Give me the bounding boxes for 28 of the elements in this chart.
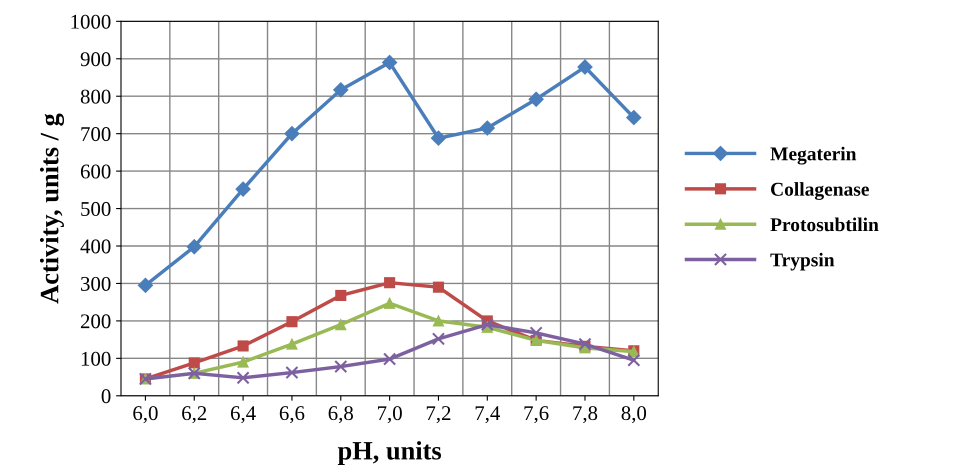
y-tick-label: 900 [80, 52, 110, 66]
y-tick-label: 700 [81, 127, 110, 142]
x-tick-label: 7,2 [426, 406, 450, 424]
x-tick-label: 6,0 [133, 406, 158, 424]
y-tick-label: 300 [81, 276, 110, 291]
y-tick-label: 1000 [71, 14, 110, 29]
y-tick-label: 500 [81, 202, 110, 216]
y-tick-label: 200 [80, 314, 110, 328]
y-tick-label: 100 [82, 352, 110, 366]
x-tick-label: 7,8 [573, 406, 598, 424]
x-tick-label: 6,4 [230, 406, 256, 424]
y-tick-label: 800 [80, 90, 110, 104]
legend-label: Trypsin [770, 252, 834, 270]
x-tick-label: 6,2 [182, 406, 206, 424]
x-tick-label: 7,4 [476, 406, 500, 424]
legend-label: Protosubtilin [770, 218, 879, 232]
x-tick-label: 7,0 [378, 406, 402, 424]
y-tick-label: 600 [80, 164, 110, 179]
y-tick-label: 400 [80, 239, 110, 254]
x-axis-title: pH, units [338, 441, 442, 466]
x-tick-label: 8,0 [622, 406, 646, 424]
legend-label: Megaterin [770, 146, 856, 165]
y-tick-label: 0 [102, 389, 110, 404]
legend-label: Collagenase [771, 182, 869, 200]
x-tick-label: 6,8 [328, 406, 354, 424]
x-tick-label: 7,6 [524, 406, 549, 424]
x-tick-label: 6,6 [280, 406, 304, 424]
y-axis-title: Activity, units / g [40, 114, 64, 304]
